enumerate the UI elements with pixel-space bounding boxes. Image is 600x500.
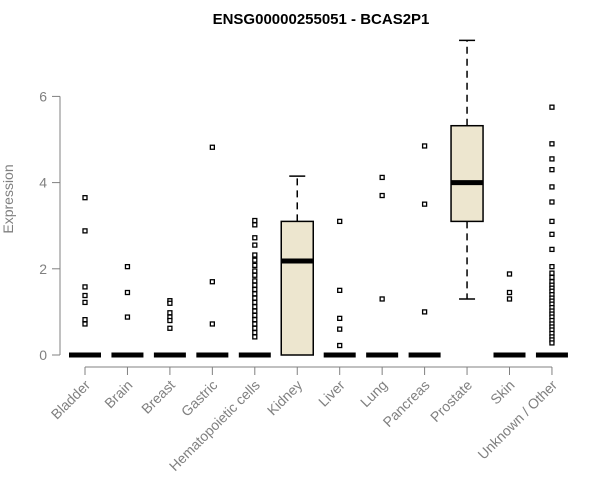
plot-area — [69, 39, 568, 358]
x-tick-label: Unknown / Other — [474, 377, 560, 463]
outlier-point — [252, 325, 258, 331]
y-tick-label: 4 — [39, 175, 47, 191]
outlier-point — [82, 228, 88, 234]
outlier-point — [506, 289, 513, 296]
outlier-point — [379, 192, 385, 199]
outlier-point — [506, 296, 513, 302]
outlier-point — [167, 310, 173, 316]
box-group — [450, 39, 484, 300]
outlier-point — [252, 317, 258, 323]
box-group — [153, 298, 186, 358]
x-tick-label: Kidney — [264, 377, 306, 419]
y-tick-label: 0 — [39, 347, 47, 363]
outlier-point — [124, 263, 131, 270]
outlier-point — [421, 201, 428, 207]
outlier-point — [549, 218, 555, 225]
outlier-point — [252, 268, 258, 274]
outlier-point — [337, 287, 343, 294]
y-axis-label: Expression — [0, 164, 16, 233]
outlier-point — [506, 271, 513, 277]
outlier-point — [421, 309, 428, 315]
outlier-point — [379, 174, 385, 181]
outlier-point — [252, 262, 258, 269]
outlier-point — [252, 308, 258, 314]
outlier-point — [252, 222, 258, 228]
x-tick-label: Pancreas — [380, 377, 433, 430]
x-tick-label: Lung — [357, 377, 390, 410]
outlier-point — [549, 246, 555, 253]
outlier-point — [549, 141, 555, 147]
x-tick-label: Bladder — [48, 377, 94, 423]
outlier-point — [82, 299, 88, 306]
box — [280, 220, 314, 356]
box-group — [238, 217, 271, 358]
outlier-point — [337, 218, 343, 225]
x-tick-label: Breast — [138, 377, 178, 417]
x-tick-label: Prostate — [427, 377, 475, 425]
outlier-point — [549, 263, 555, 270]
outlier-point — [167, 325, 173, 331]
outlier-point — [549, 156, 555, 162]
outlier-point — [209, 279, 216, 285]
x-tick-label: Brain — [101, 377, 135, 411]
outlier-point — [209, 321, 216, 327]
outlier-point — [252, 299, 258, 306]
outlier-point — [167, 317, 173, 324]
outlier-point — [252, 291, 258, 297]
box-group — [535, 104, 568, 358]
outlier-point — [549, 167, 555, 173]
x-tick-label: Skin — [487, 377, 518, 408]
y-tick-label: 6 — [39, 88, 47, 104]
outlier-point — [252, 272, 258, 278]
outlier-point — [252, 334, 258, 340]
outlier-point — [337, 315, 343, 322]
box-group — [366, 174, 399, 358]
outlier-point — [82, 292, 88, 299]
outlier-point — [549, 199, 555, 205]
outlier-point — [549, 274, 555, 281]
box-group — [196, 144, 229, 358]
outlier-point — [82, 284, 88, 290]
outlier-point — [421, 143, 428, 149]
box-group — [111, 263, 144, 358]
x-tick-label: Liver — [315, 377, 348, 410]
y-tick-label: 2 — [39, 261, 47, 277]
outlier-point — [252, 242, 258, 248]
outlier-point — [252, 321, 258, 327]
box-group — [323, 218, 356, 358]
outlier-point — [167, 300, 173, 306]
chart-title: ENSG00000255051 - BCAS2P1 — [213, 11, 430, 28]
outlier-point — [82, 321, 88, 327]
outlier-point — [209, 144, 216, 150]
outlier-point — [124, 289, 131, 296]
outlier-point — [252, 282, 258, 288]
box-group — [408, 143, 441, 358]
outlier-point — [252, 295, 258, 301]
outlier-point — [549, 270, 555, 276]
outlier-point — [549, 231, 555, 237]
box — [450, 124, 484, 223]
outlier-point — [252, 252, 258, 258]
outlier-point — [252, 329, 258, 336]
outlier-point — [337, 326, 343, 332]
box-group — [493, 271, 526, 358]
outlier-point — [82, 195, 88, 201]
box-group — [69, 195, 101, 358]
outlier-point — [252, 312, 258, 318]
outlier-point — [337, 342, 343, 349]
outlier-point — [82, 317, 88, 323]
box-group — [280, 175, 314, 356]
outlier-point — [252, 278, 258, 284]
outlier-point — [124, 314, 131, 320]
outlier-point — [252, 217, 258, 224]
outlier-point — [252, 304, 258, 310]
outlier-point — [252, 286, 258, 293]
outlier-point — [549, 104, 555, 110]
outlier-point — [252, 235, 258, 241]
outlier-point — [379, 296, 385, 302]
outlier-point — [252, 257, 258, 263]
outlier-point — [549, 184, 555, 190]
outlier-point — [549, 340, 555, 346]
